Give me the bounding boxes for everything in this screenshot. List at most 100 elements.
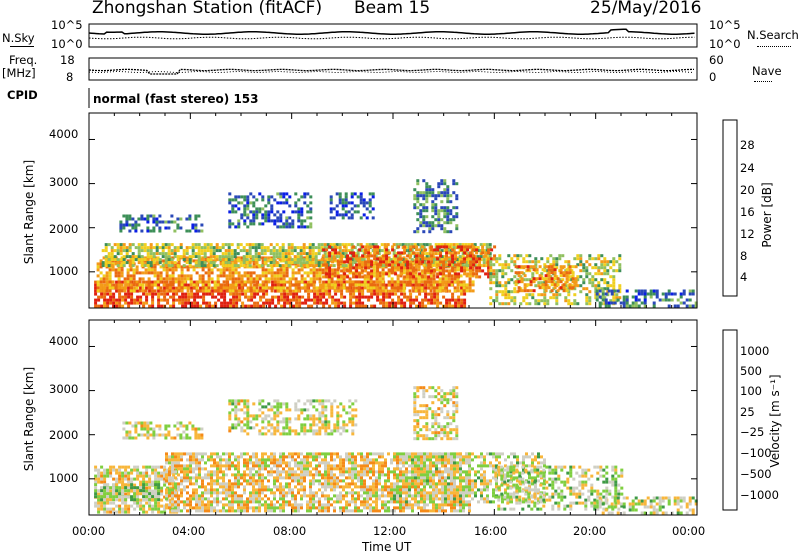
heatmap-cell bbox=[528, 278, 532, 282]
heatmap-cell bbox=[436, 245, 440, 249]
heatmap-cell bbox=[230, 255, 234, 259]
heatmap-cell bbox=[305, 261, 309, 265]
heatmap-cell bbox=[252, 473, 255, 477]
heatmap-cell bbox=[429, 265, 433, 269]
heatmap-cell bbox=[171, 497, 174, 501]
heatmap-cell bbox=[568, 283, 572, 287]
heatmap-cell bbox=[270, 503, 273, 507]
heatmap-cell bbox=[465, 274, 469, 278]
heatmap-cell bbox=[352, 245, 356, 249]
heatmap-cell bbox=[240, 455, 243, 459]
heatmap-cell bbox=[297, 225, 301, 229]
heatmap-cell bbox=[247, 298, 251, 302]
heatmap-cell bbox=[595, 289, 599, 293]
heatmap-cell bbox=[333, 268, 337, 272]
heatmap-cell bbox=[295, 292, 299, 296]
heatmap-cell bbox=[121, 304, 125, 308]
heatmap-cell bbox=[428, 194, 432, 198]
heatmap-cell bbox=[565, 274, 569, 278]
heatmap-cell bbox=[419, 221, 423, 225]
heatmap-cell bbox=[115, 510, 119, 514]
heatmap-cell bbox=[225, 268, 229, 272]
heatmap-cell bbox=[419, 209, 423, 213]
heatmap-cell bbox=[197, 255, 201, 259]
heatmap-cell bbox=[240, 509, 243, 513]
heatmap-cell bbox=[322, 248, 326, 252]
heatmap-cell bbox=[268, 301, 272, 305]
heatmap-cell bbox=[273, 458, 276, 462]
heatmap-cell bbox=[507, 263, 511, 267]
heatmap-cell bbox=[192, 286, 196, 290]
heatmap-cell bbox=[153, 265, 157, 269]
heatmap-cell bbox=[414, 268, 418, 272]
heatmap-cell bbox=[303, 201, 307, 205]
heatmap-cell bbox=[288, 286, 292, 290]
heatmap-cell bbox=[163, 295, 167, 299]
heatmap-cell bbox=[195, 467, 198, 471]
heatmap-cell bbox=[127, 477, 131, 481]
heatmap-cell bbox=[522, 299, 526, 303]
heatmap-cell bbox=[186, 452, 189, 456]
heatmap-cell bbox=[294, 271, 298, 275]
heatmap-cell bbox=[133, 280, 137, 284]
heatmap-cell bbox=[130, 283, 134, 287]
heatmap-cell bbox=[109, 295, 113, 299]
heatmap-cell bbox=[335, 210, 339, 214]
heatmap-cell bbox=[446, 218, 450, 222]
heatmap-cell bbox=[434, 243, 438, 247]
heatmap-cell bbox=[267, 455, 270, 459]
heatmap-cell bbox=[559, 274, 563, 278]
heatmap-cell bbox=[222, 509, 225, 513]
heatmap-cell bbox=[261, 455, 264, 459]
heatmap-cell bbox=[431, 227, 435, 231]
heatmap-cell bbox=[194, 246, 198, 250]
heatmap-cell bbox=[290, 258, 294, 262]
heatmap-cell bbox=[293, 246, 297, 250]
heatmap-cell bbox=[146, 214, 150, 218]
heatmap-cell bbox=[97, 495, 101, 499]
heatmap-cell bbox=[306, 210, 310, 214]
heatmap-cell bbox=[258, 289, 262, 293]
heatmap-cell bbox=[522, 296, 526, 300]
heatmap-cell bbox=[191, 252, 195, 256]
heatmap-cell bbox=[631, 304, 635, 308]
heatmap-cell bbox=[573, 299, 577, 303]
heatmap-cell bbox=[519, 275, 523, 279]
heatmap-cell bbox=[241, 301, 245, 305]
heatmap-cell bbox=[267, 509, 270, 513]
heatmap-cell bbox=[110, 255, 114, 259]
heatmap-cell bbox=[209, 264, 213, 268]
heatmap-cell bbox=[676, 304, 680, 308]
heatmap-cell bbox=[604, 301, 608, 305]
heatmap-cell bbox=[600, 272, 604, 276]
heatmap-cell bbox=[138, 283, 142, 287]
heatmap-cell bbox=[221, 243, 225, 247]
heatmap-cell bbox=[355, 269, 359, 273]
heatmap-cell bbox=[501, 263, 505, 267]
heatmap-cell bbox=[463, 269, 467, 273]
heatmap-cell bbox=[625, 301, 629, 305]
heatmap-cell bbox=[284, 261, 288, 265]
heatmap-cell bbox=[364, 260, 368, 264]
heatmap-cell bbox=[121, 492, 125, 496]
heatmap-cell bbox=[249, 286, 253, 290]
heatmap-cell bbox=[198, 467, 201, 471]
heatmap-cell bbox=[133, 483, 137, 487]
heatmap-cell bbox=[235, 304, 239, 308]
heatmap-cell bbox=[585, 266, 589, 270]
heatmap-cell bbox=[439, 260, 443, 264]
heatmap-cell bbox=[201, 482, 204, 486]
heatmap-cell bbox=[240, 256, 244, 260]
heatmap-cell bbox=[392, 258, 396, 262]
heatmap-cell bbox=[601, 295, 605, 299]
heatmap-cell bbox=[550, 268, 554, 272]
heatmap-cell bbox=[517, 286, 521, 290]
heatmap-cell bbox=[174, 500, 177, 504]
heatmap-cell bbox=[115, 489, 119, 493]
heatmap-cell bbox=[118, 471, 122, 475]
heatmap-cell bbox=[246, 500, 249, 504]
heatmap-cell bbox=[201, 503, 204, 507]
heatmap-cell bbox=[190, 304, 194, 308]
heatmap-cell bbox=[160, 492, 164, 496]
heatmap-cell bbox=[264, 476, 267, 480]
